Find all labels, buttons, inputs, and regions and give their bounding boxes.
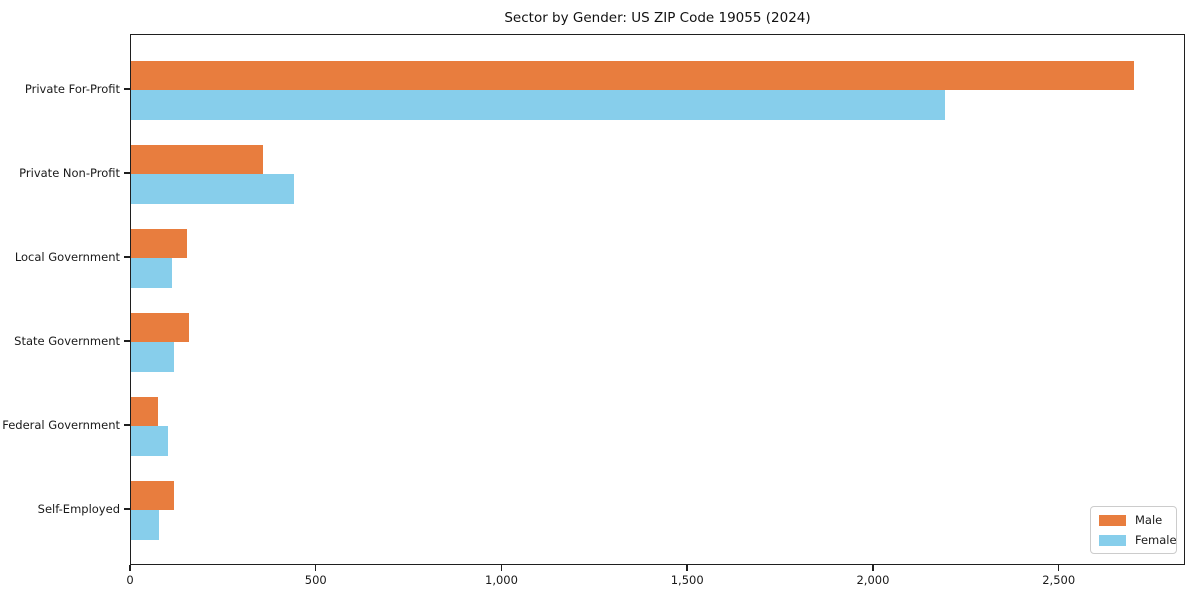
bar-male-3 [131,312,189,342]
bar-female-5 [131,510,159,540]
x-tick-mark [1057,565,1060,571]
y-tick-mark [124,508,130,510]
legend-entry-female: Female [1099,534,1177,547]
y-tick-mark [124,88,130,90]
x-tick-label: 500 [304,573,327,587]
legend-label-male: Male [1135,513,1163,527]
x-tick-label: 0 [126,573,134,587]
bar-male-2 [131,228,187,258]
bar-female-3 [131,342,174,372]
y-tick-mark [124,340,130,342]
bar-male-0 [131,60,1134,90]
legend-label-female: Female [1135,533,1177,547]
x-tick-mark [314,565,317,571]
legend-entry-male: Male [1099,514,1168,527]
y-tick-label: Local Government [14,250,120,264]
y-tick-label: Private Non-Profit [19,166,120,180]
x-tick-label: 2,000 [856,573,890,587]
bar-male-1 [131,144,263,174]
x-tick-label: 1,000 [485,573,518,587]
x-tick-label: 2,500 [1042,573,1076,587]
x-tick-label: 1,500 [670,573,704,587]
bar-male-5 [131,480,174,510]
x-tick-mark [500,565,503,571]
bar-female-4 [131,426,168,456]
y-tick-mark [124,256,130,258]
y-tick-label: State Government [14,334,120,348]
x-tick-mark [686,565,688,571]
bar-female-0 [131,90,945,120]
y-tick-mark [124,172,130,174]
y-tick-label: Private For-Profit [24,82,120,96]
x-tick-mark [129,565,131,571]
legend: Male Female [1090,506,1177,554]
plot-area [130,34,1185,565]
bar-female-2 [131,258,172,288]
bar-male-4 [131,396,159,426]
bars-layer [131,35,1184,564]
y-tick-label: Self-Employed [37,502,120,516]
x-tick-mark [872,565,874,571]
y-tick-label: Federal Government [2,418,120,432]
legend-swatch-male [1099,515,1126,526]
bar-female-1 [131,174,295,204]
chart-title: Sector by Gender: US ZIP Code 19055 (202… [504,10,811,26]
legend-swatch-female [1099,535,1126,546]
y-tick-mark [124,424,130,426]
